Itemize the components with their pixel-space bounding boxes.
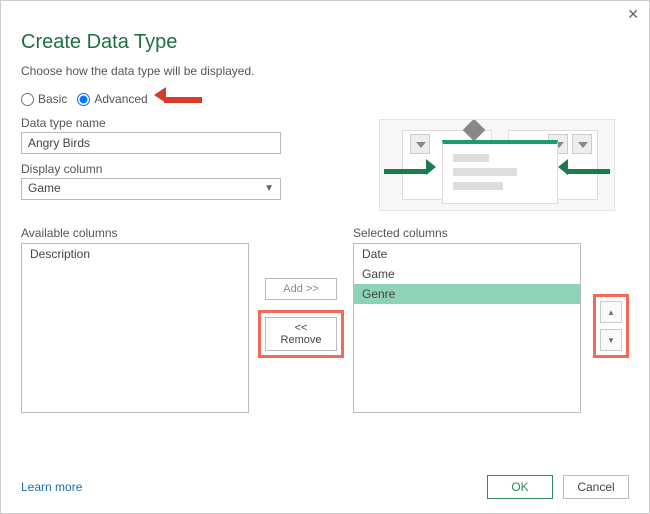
list-item[interactable]: Genre (354, 284, 580, 304)
radio-basic-input[interactable] (21, 93, 34, 106)
dialog-footer: Learn more OK Cancel (21, 475, 629, 499)
reorder-buttons: ▴ ▾ (593, 294, 629, 358)
data-type-name-input[interactable] (21, 132, 281, 154)
available-columns-list[interactable]: Description (21, 243, 249, 413)
columns-area: Available columns Description Add >> << … (21, 226, 629, 413)
move-down-button[interactable]: ▾ (600, 329, 622, 351)
selected-columns-label: Selected columns (353, 226, 581, 240)
display-column-row: Display column Game ▼ (21, 162, 281, 200)
remove-highlight: << Remove (258, 310, 344, 358)
move-up-button[interactable]: ▴ (600, 301, 622, 323)
dialog-subtitle: Choose how the data type will be display… (21, 64, 629, 78)
available-columns-label: Available columns (21, 226, 249, 240)
chevron-down-icon: ▼ (264, 183, 274, 194)
radio-basic[interactable]: Basic (21, 92, 67, 106)
cancel-button[interactable]: Cancel (563, 475, 629, 499)
learn-more-link[interactable]: Learn more (21, 480, 82, 494)
create-data-type-dialog: ✕ Create Data Type Choose how the data t… (0, 0, 650, 514)
display-column-select[interactable]: Game ▼ (21, 178, 281, 200)
preview-illustration (379, 119, 615, 211)
data-type-name-label: Data type name (21, 116, 281, 130)
radio-basic-label: Basic (38, 92, 67, 106)
reorder-highlight: ▴ ▾ (593, 294, 629, 358)
available-columns: Available columns Description (21, 226, 249, 413)
display-column-value: Game (28, 181, 61, 195)
selected-columns-list[interactable]: DateGameGenre (353, 243, 581, 413)
list-item[interactable]: Description (22, 244, 248, 264)
mode-radios: Basic Advanced (21, 92, 629, 106)
selected-columns: Selected columns DateGameGenre (353, 226, 581, 413)
ok-button[interactable]: OK (487, 475, 553, 499)
list-item[interactable]: Date (354, 244, 580, 264)
data-type-name-row: Data type name (21, 116, 281, 154)
list-item[interactable]: Game (354, 264, 580, 284)
close-icon[interactable]: ✕ (627, 7, 639, 21)
add-button[interactable]: Add >> (265, 278, 337, 300)
transfer-buttons: Add >> << Remove (261, 278, 341, 358)
remove-button[interactable]: << Remove (265, 317, 337, 351)
hint-arrow-icon (164, 92, 202, 106)
radio-advanced-input[interactable] (77, 93, 90, 106)
display-column-label: Display column (21, 162, 281, 176)
radio-advanced[interactable]: Advanced (77, 92, 147, 106)
dialog-title: Create Data Type (21, 31, 629, 54)
radio-advanced-label: Advanced (94, 92, 147, 106)
